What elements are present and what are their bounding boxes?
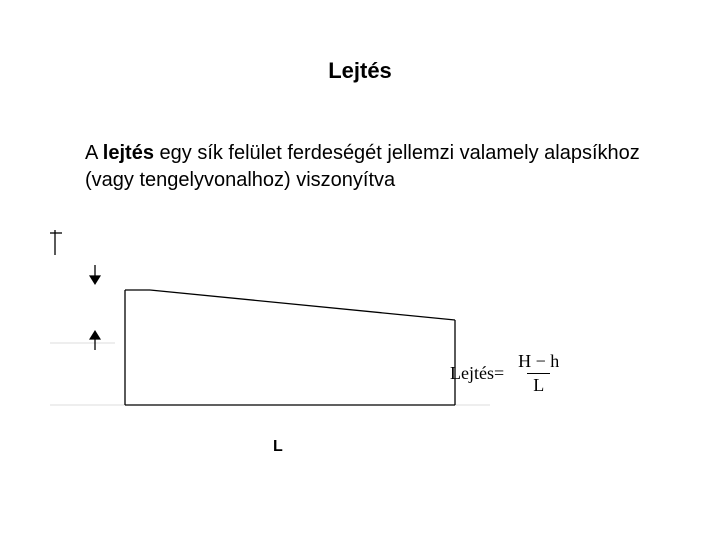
length-label-L: L: [273, 438, 283, 456]
formula-lhs: Lejtés=: [450, 363, 504, 384]
definition-term: lejtés: [103, 142, 154, 164]
page-title: Lejtés: [0, 58, 720, 84]
definition-text: A lejtés egy sík felület ferdeségét jell…: [85, 140, 645, 194]
page: Lejtés A lejtés egy sík felület ferdeség…: [0, 0, 720, 540]
formula-denominator: L: [527, 373, 550, 396]
definition-rest: egy sík felület ferdeségét jellemzi vala…: [85, 142, 640, 191]
formula-fraction: H − h L: [512, 351, 565, 396]
formula-numerator: H − h: [512, 351, 565, 373]
definition-prefix: A: [85, 142, 103, 164]
slope-diagram: [50, 215, 490, 475]
slope-formula: Lejtés= H − h L: [450, 351, 565, 396]
